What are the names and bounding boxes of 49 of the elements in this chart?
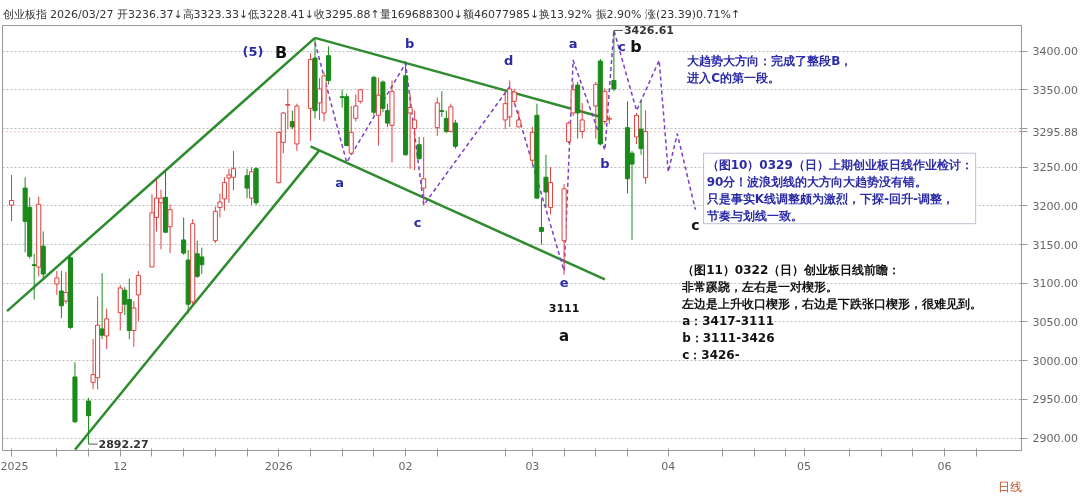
chart-title: 创业板指 2026/03/27 开3236.37↓高3323.33↓低3228.41↓收3295.88↑量169688300↓额46077985↓换13.92% 振2.90% 涨(23.39)0.71%↑ [2, 7, 741, 21]
x-tick-label: 03 [525, 459, 540, 473]
annotation: c [691, 216, 700, 233]
y-tick-label: 3100.00 [1032, 277, 1078, 291]
annotation: a [559, 326, 570, 345]
annotation: c [618, 38, 626, 54]
annotation: a [568, 35, 578, 51]
annotation: a：3417-3111 [682, 314, 775, 329]
x-tick-label: 12 [113, 459, 128, 473]
annotation: 非常蹊跷，左右是一对楔形。 [681, 280, 839, 295]
annotation: 90分！波浪划线的大方向大趋势没有错。 [706, 174, 928, 189]
ref-line-label: 3295.88 [1032, 125, 1078, 139]
annotation: e [559, 275, 569, 291]
annotation: 3426.61 [623, 24, 675, 38]
annotation: d [504, 53, 514, 69]
x-tick-label: 2025 [0, 459, 29, 473]
annotation: 大趋势大方向：完成了整段B， [687, 54, 853, 69]
y-tick-label: 2950.00 [1032, 393, 1078, 407]
annotation: b [404, 35, 415, 51]
annotation: a [335, 175, 345, 191]
y-tick-label: 3000.00 [1032, 354, 1078, 368]
annotation: c：3426- [682, 348, 740, 363]
x-tick-label: 04 [661, 459, 676, 473]
y-tick-label: 3200.00 [1032, 199, 1078, 213]
x-tick-label: 2026 [264, 459, 293, 473]
annotation: b [600, 155, 610, 171]
y-tick-label: 2900.00 [1032, 432, 1078, 446]
annotation: b：3111-3426 [682, 331, 775, 346]
annotation: 节奏与划线一致。 [705, 208, 803, 223]
y-tick-label: 3050.00 [1032, 315, 1078, 329]
text: 日线 [997, 479, 1022, 494]
y-tick-label: 3250.00 [1032, 161, 1078, 175]
annotation: b [630, 36, 642, 56]
x-tick-label: 05 [797, 459, 812, 473]
annotation: 2892.27 [98, 438, 149, 452]
x-tick-label: 06 [937, 459, 952, 473]
y-tick-label: 3150.00 [1032, 238, 1078, 252]
annotation: 只是事实K线调整颇为激烈，下探-回升-调整， [705, 191, 954, 206]
annotation: c [413, 214, 422, 230]
annotation: （图11）0322（日）创业板日线前瞻： [682, 263, 901, 278]
annotation: B [274, 43, 288, 63]
annotation: 进入C的第一段。 [686, 71, 781, 86]
x-tick-label: 02 [398, 459, 413, 473]
y-tick-label: 3350.00 [1032, 83, 1078, 97]
y-tick-label: 3400.00 [1032, 45, 1078, 59]
annotation: （图10）0329（日）上期创业板日线作业检讨： [706, 157, 973, 172]
annotation: (5) [242, 44, 264, 60]
annotation: 3111 [548, 301, 580, 315]
annotation: 左边是上升收口楔形，右边是下跌张口楔形，很难见到。 [681, 297, 983, 312]
